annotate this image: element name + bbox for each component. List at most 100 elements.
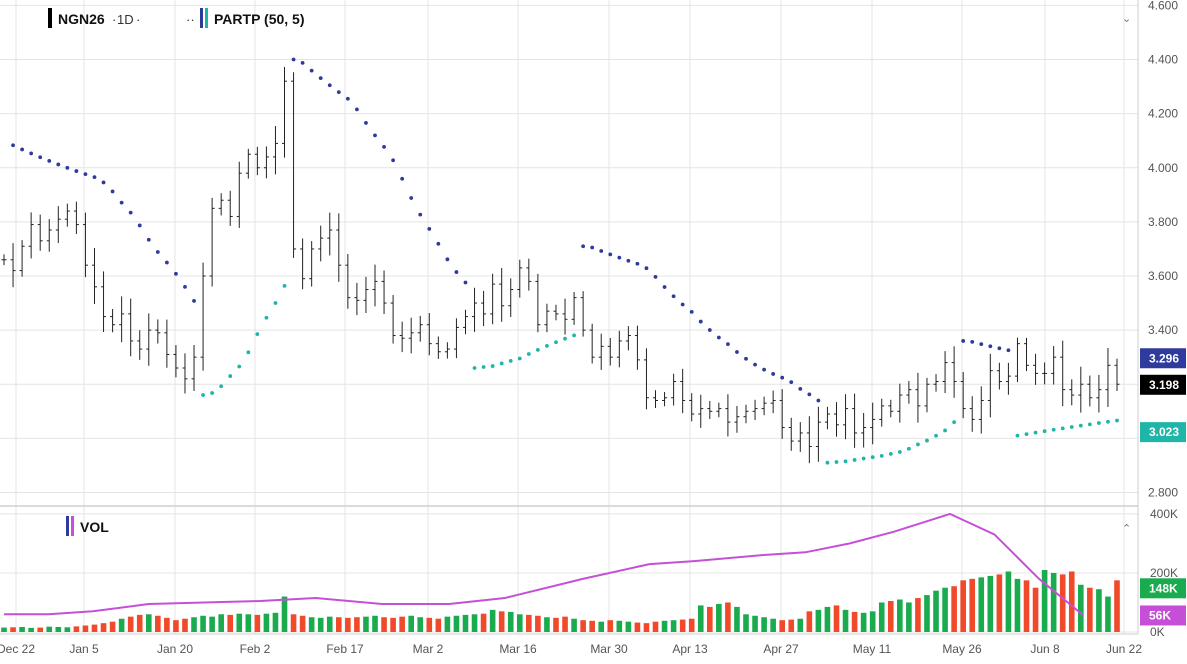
volume-bar — [82, 625, 89, 632]
volume-bar — [489, 609, 496, 632]
price-bar — [1096, 374, 1102, 413]
volume-bar — [797, 618, 804, 632]
volume-bar — [697, 605, 704, 632]
price-bar — [562, 298, 568, 335]
time-tick-label: Mar 2 — [413, 642, 444, 656]
price-bar — [390, 295, 396, 344]
sar-dot — [997, 346, 1002, 351]
price-tick-label: 3.800 — [1148, 215, 1178, 229]
sar-dot — [246, 350, 251, 355]
sar-dot — [563, 336, 567, 341]
indicator-menu-dots[interactable]: ·· — [186, 12, 195, 27]
time-tick-label: May 26 — [942, 642, 982, 656]
volume-bar — [833, 605, 840, 632]
price-bar — [263, 146, 269, 179]
price-bar — [987, 353, 993, 418]
price-bar — [1078, 366, 1084, 413]
indicator-label[interactable]: PARTP (50, 5) — [214, 11, 305, 27]
price-bar — [978, 386, 984, 434]
volume-bar — [544, 617, 550, 632]
price-bar — [888, 399, 894, 418]
price-bar — [1014, 337, 1020, 383]
volume-bar — [136, 614, 143, 632]
volume-bar — [897, 599, 903, 632]
sar-dot — [146, 237, 151, 242]
price-bar — [444, 342, 450, 359]
volume-bar — [951, 586, 957, 632]
price-bar — [1042, 362, 1048, 385]
sar-dot — [590, 245, 595, 250]
collapse-price-pane-chevron-icon[interactable]: ⌄ — [1122, 12, 1131, 25]
volume-bar — [281, 596, 288, 632]
sar-dot — [128, 210, 133, 215]
volume-bar — [996, 574, 1003, 632]
volume-bar — [1032, 587, 1039, 632]
volume-bar — [661, 620, 668, 632]
sar-dot — [1051, 427, 1056, 432]
volume-bar — [788, 619, 795, 632]
sar-dot — [1087, 422, 1092, 427]
sar-dot — [807, 392, 812, 397]
svg-text:3.296: 3.296 — [1149, 351, 1179, 365]
volume-bar — [1077, 584, 1084, 632]
volume-bar — [326, 616, 333, 632]
sar-dot — [979, 342, 984, 346]
price-bar — [879, 398, 885, 427]
sar-dot — [210, 391, 215, 395]
symbol-label[interactable]: NGN26 — [58, 11, 105, 27]
sar-dot — [816, 398, 821, 403]
volume-bar — [390, 617, 396, 632]
sar-dot — [318, 76, 323, 81]
volume-bar — [109, 621, 116, 632]
volume-color-bar-1 — [66, 516, 69, 536]
price-bar — [245, 148, 251, 179]
volume-bar — [607, 620, 614, 632]
price-bar — [689, 393, 695, 422]
sar-dot — [391, 158, 395, 163]
volume-bar — [842, 609, 849, 632]
price-bar — [1087, 375, 1093, 407]
price-bar — [1033, 353, 1039, 385]
volume-bar — [64, 627, 71, 632]
price-bar — [363, 276, 369, 314]
price-bar — [200, 262, 206, 371]
sar-dot — [445, 257, 450, 262]
volume-bar — [960, 580, 966, 632]
price-bar — [517, 259, 523, 298]
price-bar — [526, 258, 532, 291]
sar-dot — [689, 310, 694, 314]
price-bar — [589, 323, 595, 364]
sar-dot — [47, 159, 52, 163]
volume-bar — [1005, 571, 1012, 632]
sar-dot — [644, 266, 649, 271]
sar-dot — [38, 155, 43, 160]
collapse-volume-pane-chevron-icon[interactable]: ⌃ — [1122, 522, 1131, 535]
sar-dot — [906, 446, 911, 451]
price-bar — [472, 287, 478, 332]
volume-bar — [580, 620, 586, 632]
price-tick-label: 3.600 — [1148, 269, 1178, 283]
time-tick-label: Apr 13 — [672, 642, 708, 656]
volume-bar — [987, 575, 994, 632]
time-tick-label: Feb 2 — [240, 642, 271, 656]
sar-dot — [535, 347, 540, 352]
sar-dot — [680, 302, 685, 307]
volume-bar — [272, 612, 279, 632]
interval-label[interactable]: 1D — [117, 12, 134, 27]
price-bar — [372, 264, 378, 307]
sar-dot — [427, 227, 432, 231]
volume-label[interactable]: VOL — [80, 519, 109, 535]
price-bar — [553, 304, 559, 321]
sar-dot — [219, 384, 224, 389]
volume-bar — [100, 623, 107, 632]
volume-bar — [254, 614, 261, 632]
sar-dot — [201, 393, 205, 397]
volume-bar — [1105, 596, 1111, 632]
volume-bar — [1087, 587, 1093, 632]
volume-bar — [652, 621, 659, 632]
sar-dot — [1006, 348, 1011, 353]
sar-dot — [861, 456, 866, 461]
sar-dot — [1015, 433, 1020, 438]
price-bar — [327, 212, 333, 256]
